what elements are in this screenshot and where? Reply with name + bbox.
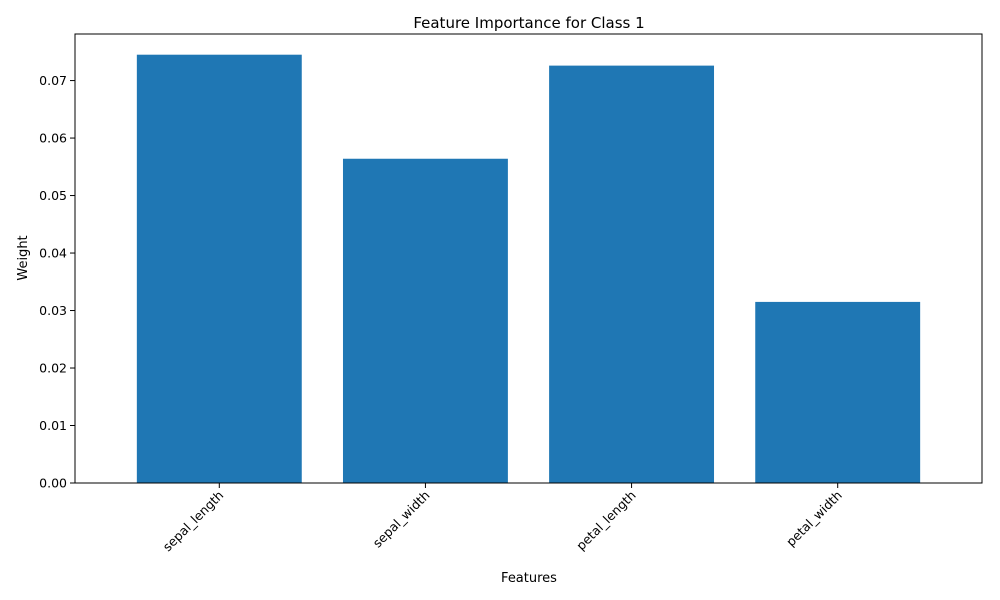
y-tick-label: 0.00: [39, 476, 67, 491]
y-tick-label: 0.04: [39, 246, 67, 261]
bars-group: [136, 54, 921, 484]
x-axis-label: Features: [501, 571, 557, 586]
x-tick-label: sepal_length: [160, 488, 227, 555]
y-tick-label: 0.06: [39, 131, 67, 146]
y-axis: 0.00 0.01 0.02 0.03 0.04 0.05 0.06 0.07: [39, 73, 75, 491]
bar-petal_width: [755, 301, 921, 483]
bar-petal_length: [549, 65, 715, 484]
x-tick-label: petal_width: [783, 488, 845, 550]
y-tick-label: 0.02: [39, 361, 67, 376]
chart-title: Feature Importance for Class 1: [413, 14, 644, 32]
plot-area-frame: [74, 33, 983, 484]
y-axis-label: Weight: [16, 235, 31, 280]
x-tick-label: petal_length: [573, 488, 639, 554]
y-tick-label: 0.07: [39, 73, 67, 88]
y-tick-label: 0.01: [39, 418, 67, 433]
bar-sepal_width: [342, 158, 508, 483]
bar-sepal_length: [136, 54, 302, 483]
y-tick-label: 0.05: [39, 188, 67, 203]
x-tick-label: sepal_width: [370, 488, 433, 551]
y-tick-label: 0.03: [39, 303, 67, 318]
x-axis: sepal_length sepal_width petal_length petal…: [160, 483, 845, 554]
